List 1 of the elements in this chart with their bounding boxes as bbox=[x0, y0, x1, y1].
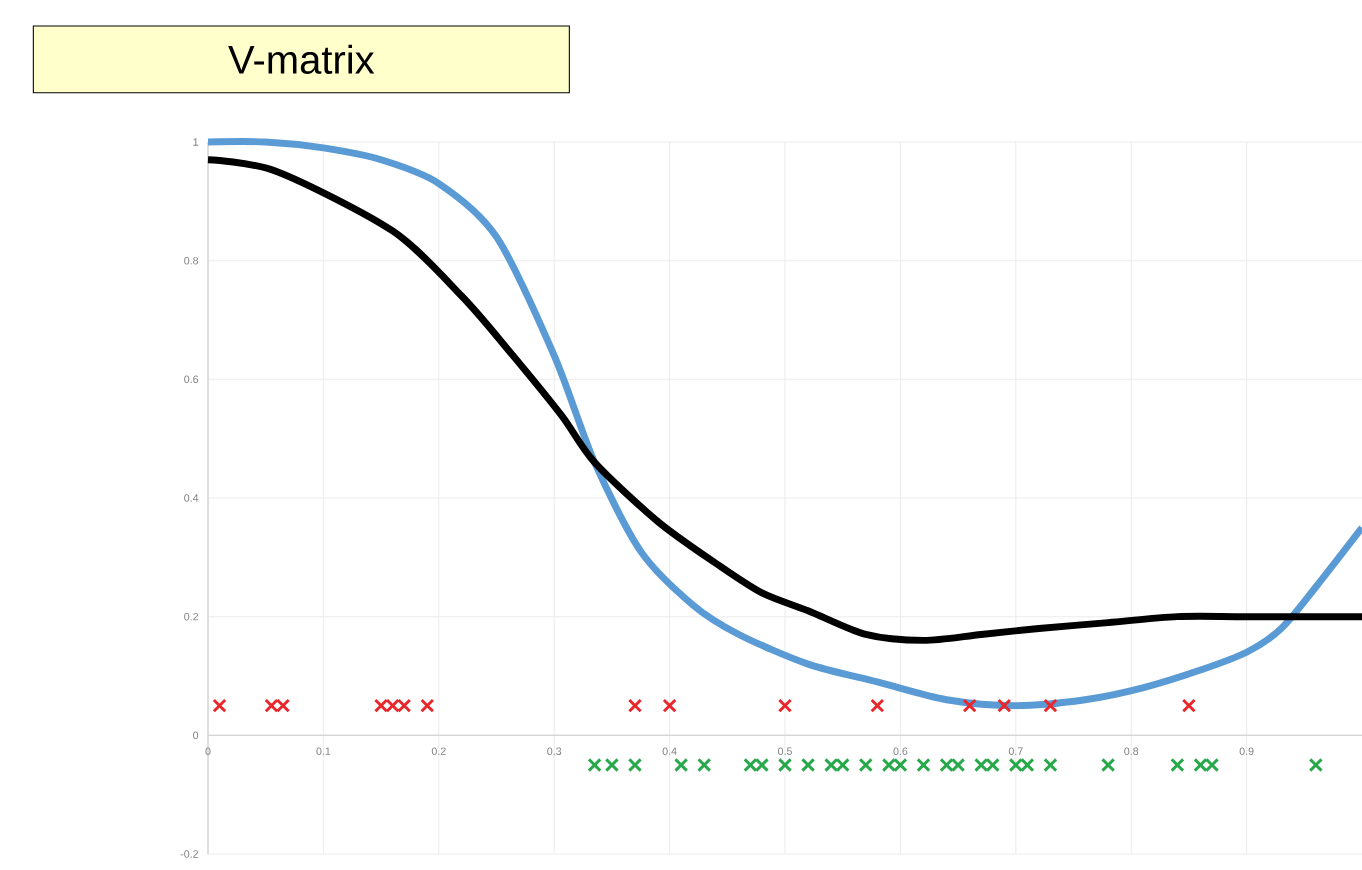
chart-title: V-matrix bbox=[228, 44, 375, 74]
